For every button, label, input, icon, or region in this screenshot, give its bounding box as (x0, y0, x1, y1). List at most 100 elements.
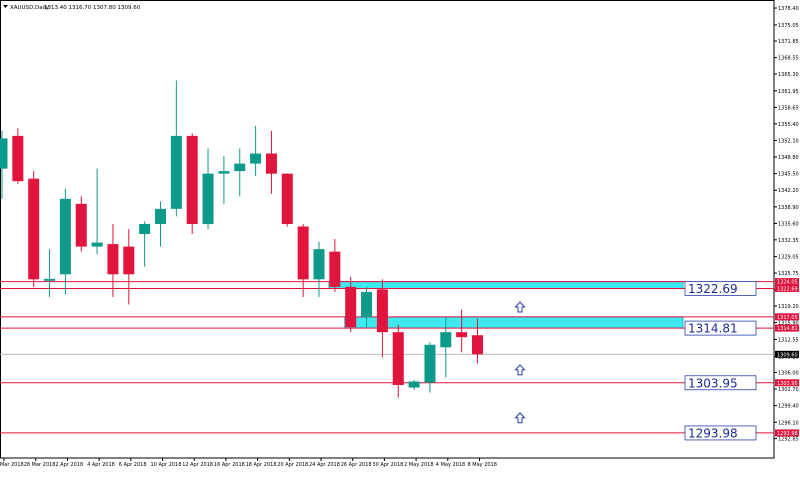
candle-body (313, 249, 325, 280)
candle-body (12, 135, 24, 182)
y-tick-label: 1319.20 (778, 304, 799, 310)
candle[interactable] (329, 239, 341, 292)
candle[interactable] (424, 342, 436, 393)
y-tick-label: 1365.30 (778, 72, 799, 78)
price-tag-label: 1324.05 (777, 280, 798, 286)
candle[interactable] (376, 279, 388, 358)
x-tick-label: 2 Apr 2018 (55, 462, 83, 468)
candle-body (472, 335, 483, 355)
y-tick-label: 1335.60 (778, 221, 799, 227)
candle[interactable] (297, 223, 309, 297)
chart-ohlc-readout: 1313.40 1316.70 1307.80 1309.60 (44, 5, 141, 11)
price-tag-label: 1322.69 (777, 286, 798, 292)
candle[interactable] (250, 125, 262, 177)
price-tag-label: 1293.98 (777, 431, 798, 437)
price-tag (775, 324, 799, 332)
candle[interactable] (91, 168, 103, 255)
candle[interactable] (313, 241, 325, 297)
y-tick-label: 1325.75 (778, 271, 799, 277)
x-tick-label: 24 Apr 2018 (309, 462, 340, 468)
candle-body (408, 381, 420, 388)
candle-body (361, 291, 373, 318)
x-tick-label: 8 May 2018 (468, 462, 497, 468)
candle[interactable] (472, 318, 483, 364)
candle[interactable] (12, 128, 24, 184)
x-tick-label: 20 Apr 2018 (277, 462, 308, 468)
y-tick-label: 1358.65 (778, 105, 799, 111)
candle-body (329, 251, 341, 287)
candle[interactable] (361, 286, 373, 328)
candle[interactable] (170, 80, 182, 217)
candle[interactable] (218, 156, 230, 204)
x-tick-label: 26 Mar 2018 (0, 462, 24, 468)
y-tick-label: 1371.85 (778, 39, 799, 45)
candle[interactable] (123, 229, 135, 305)
y-tick-label: 1375.05 (778, 23, 799, 29)
candle-body (424, 344, 436, 383)
candle[interactable] (234, 148, 246, 197)
up-arrow-icon (514, 411, 526, 424)
candle[interactable] (202, 148, 214, 229)
y-tick-label: 1312.55 (778, 337, 799, 343)
candle[interactable] (345, 276, 357, 333)
price-tag-label: 1314.81 (777, 326, 798, 332)
y-tick-label: 1352.10 (778, 138, 799, 144)
candle[interactable] (0, 130, 8, 199)
candle[interactable] (392, 324, 404, 398)
candle[interactable] (408, 379, 420, 391)
candle[interactable] (139, 221, 151, 267)
candle[interactable] (59, 188, 71, 295)
candle-body (392, 332, 404, 386)
candle-body (139, 223, 151, 235)
y-tick-label: 1348.80 (778, 155, 799, 161)
header-triangle-icon (3, 5, 8, 8)
y-tick-label: 1306.00 (778, 370, 799, 376)
level-label-box (684, 425, 757, 441)
candle-body (155, 208, 166, 224)
price-tag (775, 379, 799, 387)
candle[interactable] (265, 130, 277, 194)
candle-body (91, 242, 103, 247)
y-tick-label: 1296.10 (778, 420, 799, 426)
chart-symbol-label: XAUUSD,Daily (10, 5, 50, 11)
y-tick-label: 1302.70 (778, 387, 799, 393)
candle[interactable] (186, 133, 198, 235)
price-tag (775, 313, 799, 321)
candle[interactable] (107, 223, 119, 297)
candle-body (265, 153, 277, 174)
candle-body (250, 153, 262, 164)
candle-body (456, 332, 468, 338)
candle[interactable] (440, 317, 452, 378)
x-tick-label: 28 Mar 2018 (24, 462, 56, 468)
resistance-zone[interactable] (344, 316, 684, 329)
y-tick-label: 1355.40 (778, 122, 799, 128)
level-label-box (684, 320, 757, 336)
candle[interactable] (281, 173, 293, 227)
candle[interactable] (75, 196, 87, 252)
y-tick-label: 1315.90 (778, 321, 799, 327)
y-tick-label: 1368.55 (778, 56, 799, 62)
price-tag-label: 1317.05 (777, 315, 798, 321)
candle[interactable] (44, 249, 56, 297)
candle-body (234, 163, 246, 172)
candle-body (75, 203, 87, 247)
x-tick-label: 10 Apr 2018 (151, 462, 182, 468)
y-tick-label: 1345.50 (778, 172, 799, 178)
candle-body (218, 171, 230, 174)
candle[interactable] (456, 309, 468, 353)
y-tick-label: 1378.40 (778, 6, 799, 12)
y-tick-label: 1299.40 (778, 404, 799, 410)
candle-body (440, 332, 452, 348)
y-tick-label: 1342.20 (778, 188, 799, 194)
y-tick-label: 1338.90 (778, 205, 799, 211)
candle-body (202, 173, 214, 224)
candle[interactable] (155, 201, 166, 247)
y-tick-label: 1332.35 (778, 238, 799, 244)
price-tag (775, 278, 799, 286)
candle[interactable] (28, 171, 40, 287)
candle-body (28, 178, 40, 280)
level-label: 1314.81 (688, 322, 738, 336)
x-tick-label: 4 May 2018 (436, 462, 465, 468)
